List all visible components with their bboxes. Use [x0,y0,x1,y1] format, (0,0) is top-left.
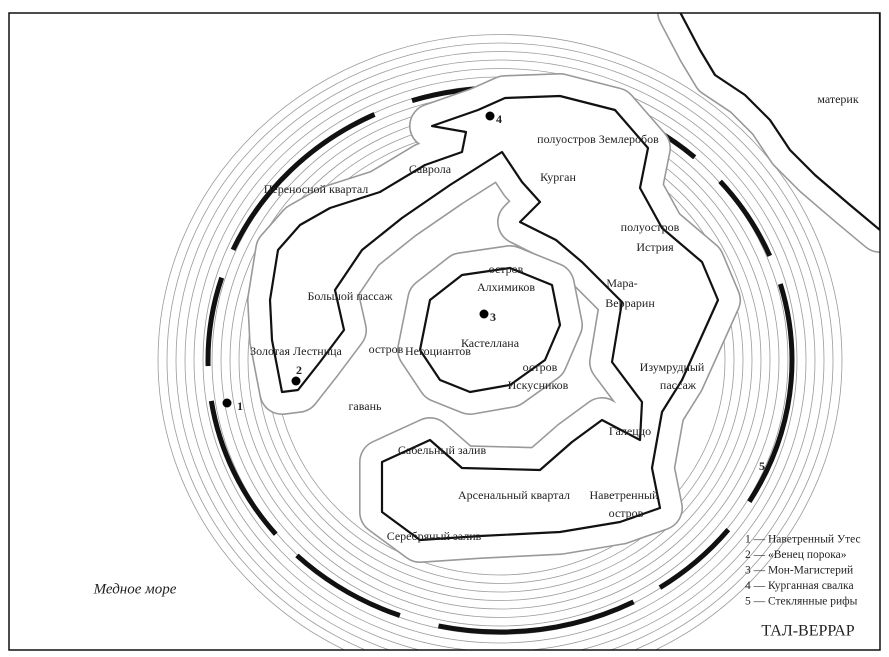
marker-number: 2 [296,363,302,377]
coast [679,13,880,232]
place-name: остров [523,360,558,374]
legend-entry: 4 — Курганная свалка [745,580,854,592]
place-name: Переносной квартал [264,182,369,196]
contour-line [175,51,825,650]
place-name: полуостров [621,220,680,234]
place-name: Искусников [508,378,569,392]
marker [479,309,489,319]
place-name: Негоциантов [405,344,471,358]
marker-number: 5 [759,459,765,473]
land [205,13,880,635]
legend-entry: 1 — Наветренный Утес [745,534,861,546]
place-name: Арсенальный квартал [458,488,570,502]
contour-line [184,59,816,650]
marker [291,376,301,386]
marker-number: 3 [490,310,496,324]
place-name: Курган [540,170,576,184]
coast [418,266,562,394]
marker-number: 4 [496,112,502,126]
place-name: Сабельный залив [398,443,487,457]
marker-number: 1 [237,399,243,413]
place-name: Веррарин [605,296,655,310]
labels: 1 2 3 4 5 материк полуостров Землеробов Курган С… [222,92,861,608]
place-name: Кастеллана [461,336,520,350]
legend-entry: 3 — Мон-Магистерий [745,565,853,577]
place-name: Большой пассаж [307,289,393,303]
place-name: материк [817,92,859,106]
coast [268,94,720,542]
place-name: остров [369,342,404,356]
frame [8,12,881,651]
place-name: гавань [349,399,383,413]
marker [485,111,495,121]
place-name: Алхимиков [477,280,535,294]
legend-entry: 5 — Стеклянные рифы [745,596,858,608]
contour-line [193,68,807,650]
place-name: Галеццо [609,424,651,438]
place-name: пассаж [660,378,697,392]
place-name: Саврола [409,162,452,176]
legend-entry: 2 — «Венец порока» [745,549,847,561]
place-name: Золотая Лестница [250,344,342,358]
place-name: остров [609,506,644,520]
contour-line [166,42,834,650]
marker [222,398,232,408]
place-name: полуостров Землеробов [537,132,659,146]
map-title: ТАЛ-ВЕРРАР [761,623,854,640]
contour-line [157,34,843,650]
sea-label: Медное море [93,581,177,597]
place-name: Истрия [636,240,674,254]
place-name: Изумрудный [640,360,705,374]
place-name: Серебряный залив [387,529,482,543]
place-name: остров [489,262,524,276]
place-name: Наветренный [590,488,660,502]
place-name: Мара- [606,276,637,290]
